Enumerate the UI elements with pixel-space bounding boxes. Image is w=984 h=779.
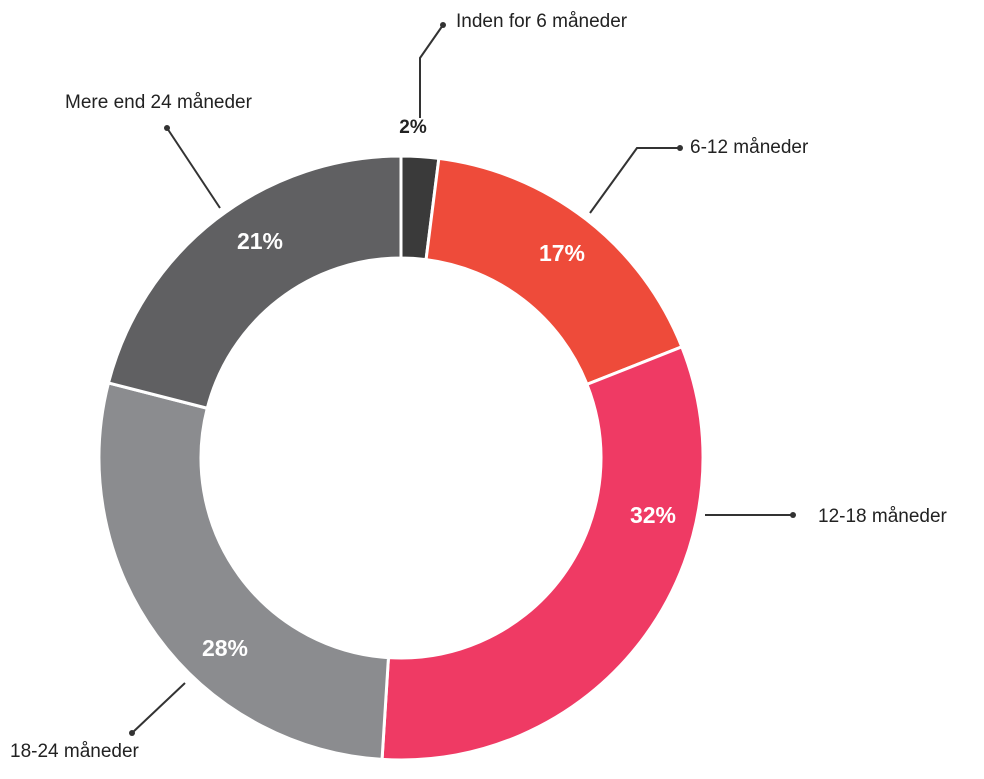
- category-label: 18-24 måneder: [10, 741, 140, 762]
- leader-dot: [790, 512, 796, 518]
- leader-line: [131, 682, 186, 734]
- donut-slice: [97, 381, 391, 761]
- leader-dot: [677, 145, 683, 151]
- leader-dot: [164, 125, 170, 131]
- value-label: 21%: [237, 228, 283, 254]
- donut-slice: [106, 154, 403, 411]
- leader-dot: [129, 730, 135, 736]
- value-label: 32%: [630, 502, 676, 528]
- donut-slice: [380, 344, 705, 762]
- value-label: 17%: [539, 240, 585, 266]
- value-label: 28%: [202, 635, 248, 661]
- value-label: 2%: [399, 117, 427, 138]
- leader-dot: [440, 22, 446, 28]
- category-label: 6-12 måneder: [690, 137, 809, 158]
- leader-line: [166, 127, 221, 209]
- category-label: 12-18 måneder: [818, 506, 948, 527]
- leader-line: [419, 24, 444, 118]
- category-label: Inden for 6 måneder: [456, 11, 628, 32]
- category-label: Mere end 24 måneder: [65, 92, 253, 113]
- donut-slice: [424, 156, 684, 387]
- leader-line: [589, 147, 680, 214]
